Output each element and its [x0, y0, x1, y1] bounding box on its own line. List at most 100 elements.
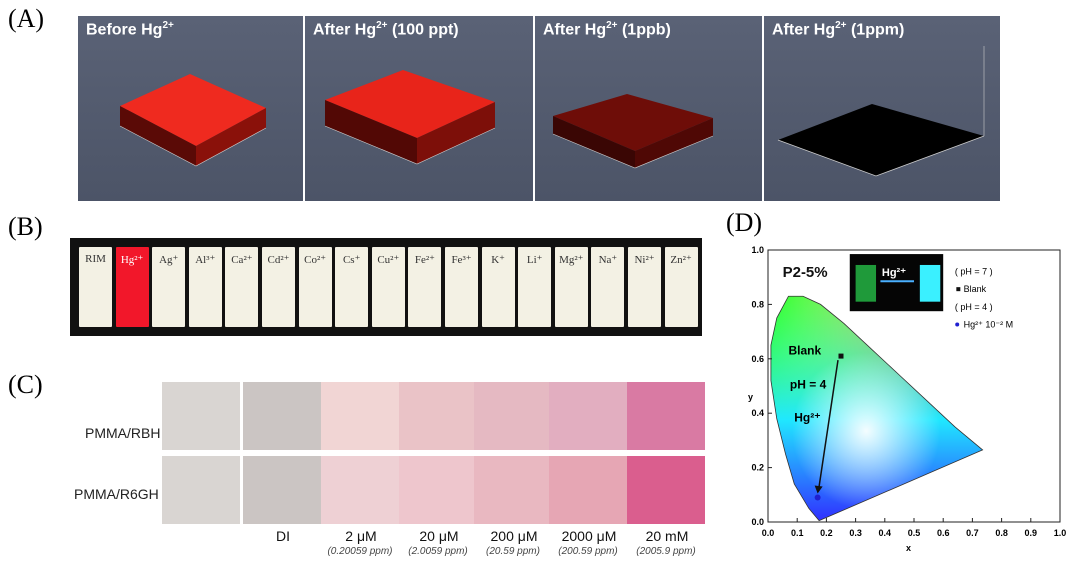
test-strip: K⁺	[481, 247, 515, 327]
point-hg	[814, 494, 821, 501]
test-strip: Ag⁺	[152, 247, 186, 327]
strip-label: Hg²⁺	[120, 254, 144, 266]
y-tick-label: 0.2	[751, 463, 764, 473]
x-tick-label: 0.7	[966, 528, 979, 538]
row-label-r6gh: PMMA/R6GH	[74, 486, 159, 502]
strip-label: Ca²⁺	[231, 254, 253, 266]
y-tick-label: 0.0	[751, 517, 764, 527]
color-swatch	[474, 456, 552, 524]
strip-label: RIM	[85, 253, 106, 265]
test-strip: Na⁺	[591, 247, 625, 327]
test-strip: Fe³⁺	[445, 247, 478, 327]
x-tick-label: 0.8	[995, 528, 1008, 538]
legend-hg-marker	[955, 322, 960, 327]
strip-label: Al³⁺	[195, 254, 216, 266]
concentration-label: 2000 μM	[561, 528, 617, 544]
chart-title: P2-5%	[783, 264, 828, 281]
concentration-label: 20 mM	[645, 528, 689, 544]
concentration-label: 200 μM	[490, 528, 538, 544]
test-strip: Fe²⁺	[408, 247, 442, 327]
color-swatch	[162, 456, 240, 524]
color-swatch	[162, 382, 240, 450]
color-swatch	[627, 456, 705, 524]
test-strip: Al³⁺	[188, 247, 222, 327]
test-strip: Zn²⁺	[664, 247, 698, 327]
test-strip: Hg²⁺	[115, 247, 149, 327]
surface-graphic	[777, 46, 985, 177]
test-strip: Cd²⁺	[262, 247, 295, 327]
ppm-label: (200.59 ppm)	[558, 546, 618, 557]
ppm-label: (0.20059 ppm)	[327, 546, 393, 557]
test-strip-tray: RIM Hg²⁺ Ag⁺ Al³⁺ Ca²⁺ Cd²⁺ Co²⁺ Cs⁺ Cu²⁺ Fe²⁺ Fe³…	[70, 238, 702, 336]
y-tick-label: 1.0	[751, 245, 764, 255]
test-strip: Co²⁺	[298, 247, 332, 327]
color-swatch	[549, 382, 627, 450]
shift-arrow-head	[814, 485, 823, 494]
annotation-hg: Hg²⁺	[794, 410, 820, 424]
tile-title: Before Hg2+	[86, 20, 174, 39]
shift-arrow	[817, 359, 839, 490]
panel-b-label: (B)	[8, 212, 43, 241]
test-strip: Mg²⁺	[554, 247, 588, 327]
panel-a-label: (A)	[8, 4, 45, 33]
surface-plot-before: Before Hg2+	[78, 16, 303, 201]
surface-graphic	[119, 74, 267, 167]
gamut-outline	[770, 295, 984, 522]
annotation-blank: Blank	[788, 344, 821, 358]
surface-plot-100ppt: After Hg2+ (100 ppt)	[305, 16, 533, 201]
legend-blank-marker	[956, 287, 961, 292]
panel-c-label: (C)	[8, 370, 43, 399]
legend-hg: Hg²⁺ 10⁻² M	[964, 320, 1014, 330]
strip-label: Co²⁺	[304, 254, 327, 266]
strip-label: Zn²⁺	[670, 254, 692, 266]
tile-title: After Hg2+ (1ppm)	[772, 20, 905, 39]
x-axis-label: x	[906, 543, 911, 553]
concentration-label: 2 μM	[345, 528, 377, 544]
strip-label: Cu²⁺	[377, 254, 400, 266]
legend-ph7: ( pH = 7 )	[955, 266, 993, 276]
surface-graphic	[552, 94, 714, 169]
x-tick-label: 0.9	[1025, 528, 1038, 538]
color-swatch	[399, 456, 477, 524]
strip-label: Cs⁺	[342, 254, 361, 266]
strip-label: Fe²⁺	[414, 254, 435, 266]
strip-label: Cd²⁺	[267, 254, 290, 266]
point-blank	[838, 353, 844, 359]
color-swatch	[549, 456, 627, 524]
strip-label: Ag⁺	[159, 254, 179, 266]
x-tick-label: 0.1	[791, 528, 804, 538]
color-swatch	[627, 382, 705, 450]
legend-blank: Blank	[964, 284, 987, 294]
x-tick-label: 0.2	[820, 528, 833, 538]
x-tick-label: 0.5	[908, 528, 921, 538]
legend-ph4: ( pH = 4 )	[955, 302, 993, 312]
cie-chromaticity-chart: 0.0 0.1 0.2 0.3 0.4 0.5 0.6 0.7 0.8 0.9 1.0 0.0 0.2 0…	[748, 245, 1067, 553]
panel-d-label: (D)	[726, 208, 763, 237]
color-swatch	[243, 382, 321, 450]
x-tick-label: 0.6	[937, 528, 950, 538]
concentration-label: DI	[276, 528, 290, 544]
ppm-label: (2005.9 ppm)	[636, 546, 696, 557]
inset-cyan-film	[919, 264, 941, 302]
ppm-label: (20.59 ppm)	[486, 546, 540, 557]
x-tick-label: 0.3	[849, 528, 862, 538]
color-swatch	[243, 456, 321, 524]
row-label-rbh: PMMA/RBH	[85, 425, 161, 441]
color-swatch	[321, 382, 399, 450]
strip-label: Na⁺	[598, 254, 618, 266]
color-swatch	[399, 382, 477, 450]
surface-plot-1ppm: After Hg2+ (1ppm)	[764, 16, 1000, 201]
inset-label: Hg²⁺	[882, 267, 906, 279]
ppm-label: (2.0059 ppm)	[408, 546, 468, 557]
y-axis-label: y	[748, 392, 753, 402]
test-strip: Cu²⁺	[371, 247, 405, 327]
y-tick-label: 0.8	[751, 299, 764, 309]
x-tick-label: 0.4	[879, 528, 892, 538]
x-tick-label: 1.0	[1054, 528, 1067, 538]
strip-label: Mg²⁺	[559, 254, 584, 266]
strip-label: Fe³⁺	[451, 254, 472, 266]
test-strip: Cs⁺	[335, 247, 369, 327]
surface-plot-1ppb: After Hg2+ (1ppb)	[535, 16, 762, 201]
y-tick-label: 0.4	[751, 408, 764, 418]
test-strip: Li⁺	[518, 247, 552, 327]
